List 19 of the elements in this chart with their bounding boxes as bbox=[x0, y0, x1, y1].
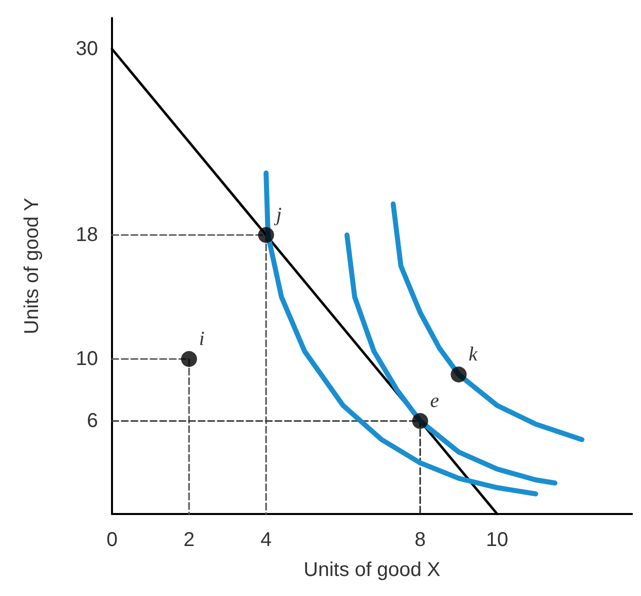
y-tick-label: 10 bbox=[76, 348, 98, 370]
y-tick-label: 6 bbox=[86, 410, 98, 432]
x-tick-label: 4 bbox=[260, 529, 272, 551]
annotation: i bbox=[199, 328, 205, 350]
annotation: e bbox=[430, 390, 440, 412]
point bbox=[412, 413, 428, 429]
x-tick-label: 0 bbox=[106, 529, 118, 551]
x-tick-label: 10 bbox=[486, 529, 508, 551]
point bbox=[181, 351, 198, 367]
annotation: k bbox=[468, 344, 479, 366]
y-tick-label: 30 bbox=[76, 38, 98, 60]
point bbox=[450, 366, 467, 382]
point bbox=[258, 227, 274, 243]
x-tick-label: 8 bbox=[414, 529, 426, 551]
y-axis-title: Units of good Y bbox=[21, 198, 43, 334]
x-axis-title: Units of good X bbox=[304, 559, 440, 581]
x-tick-label: 2 bbox=[183, 529, 195, 551]
annotation: j bbox=[273, 204, 282, 226]
y-tick-label: 18 bbox=[76, 224, 98, 246]
